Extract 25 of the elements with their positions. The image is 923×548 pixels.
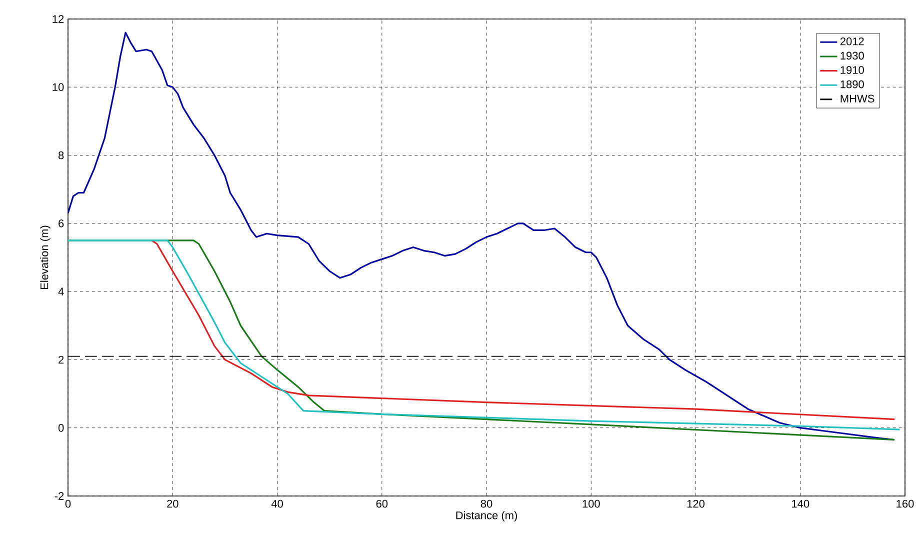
legend-label: 1930 [840,52,864,60]
x-tick-label: 60 [376,500,388,508]
line-series [150,240,896,420]
y-tick-label: 2 [58,356,64,364]
x-tick-label: 40 [271,500,283,508]
x-tick-label: 100 [582,500,600,508]
legend-label: 1890 [840,80,864,88]
y-tick-label: 8 [58,151,64,160]
y-tick-label: 4 [58,288,64,296]
x-tick-label: 120 [687,500,705,508]
y-tick-label: 0 [58,424,64,432]
y-axis-title: Elevation (m) [40,226,50,289]
x-tick-label: 80 [480,500,492,508]
y-tick-label: 6 [58,220,64,228]
legend-label: 1910 [840,66,864,74]
x-tick-label: 20 [167,500,178,508]
x-tick-label: 0 [65,500,71,508]
y-tick-label: 10 [52,83,64,92]
y-tick-label: -2 [54,492,64,500]
x-tick-label: 140 [792,500,810,508]
y-tick-label: 12 [52,15,64,23]
x-tick-label: 160 [896,500,914,508]
x-axis-title: Distance (m) [456,511,517,522]
legend-label: 2012 [840,37,864,46]
legend-label: MHWS [840,94,874,103]
